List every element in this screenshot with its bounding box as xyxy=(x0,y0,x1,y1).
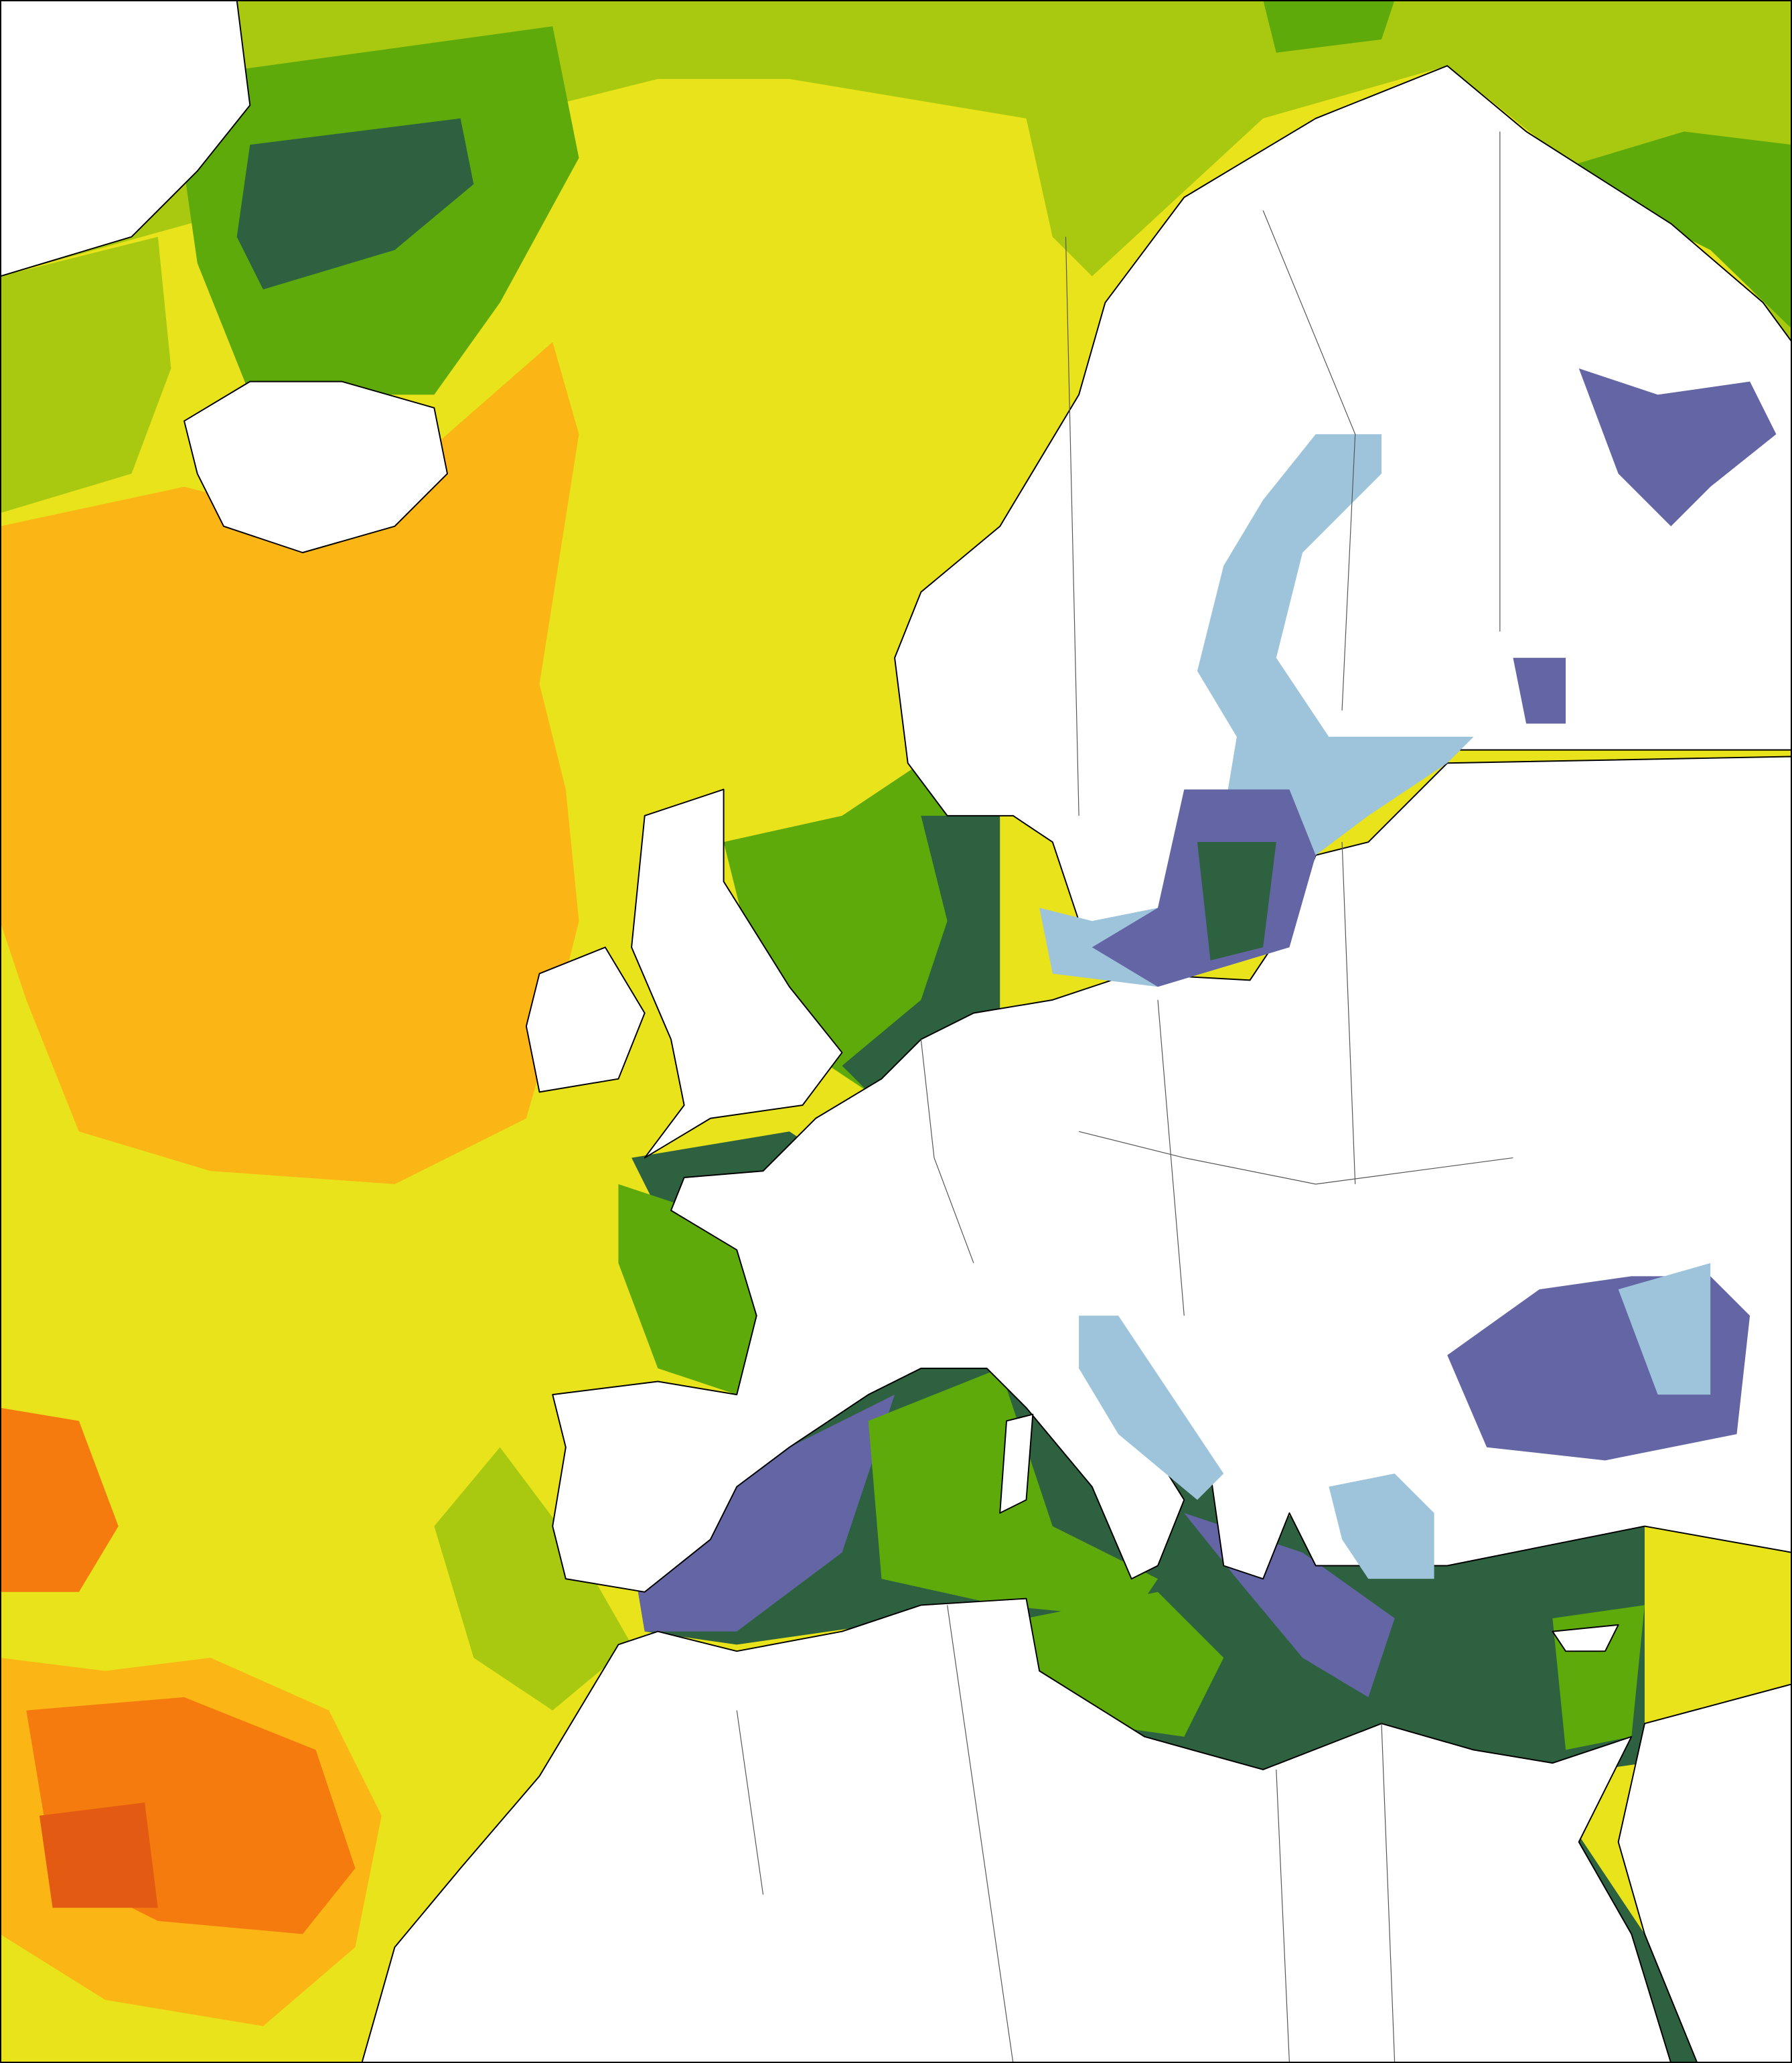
greenland xyxy=(0,0,251,277)
aegean xyxy=(1329,1474,1434,1579)
black-sea-north xyxy=(1618,1263,1711,1395)
baltic-coast xyxy=(1197,842,1276,961)
ireland xyxy=(525,946,646,1093)
warm-zone xyxy=(0,342,579,1184)
africa xyxy=(361,1597,1672,2063)
hottest-zone xyxy=(39,1802,158,1908)
white-sea xyxy=(1578,368,1777,526)
cyprus xyxy=(1552,1624,1619,1652)
ladoga xyxy=(1513,658,1566,724)
mediterranean-west xyxy=(631,1395,895,1632)
dark-green-zone xyxy=(236,118,474,290)
adriatic xyxy=(1079,1315,1224,1500)
baltic xyxy=(1039,434,1474,987)
iberia-coast xyxy=(434,1447,632,1711)
iceland xyxy=(183,380,448,553)
arabia xyxy=(1617,1683,1792,2063)
country-borders xyxy=(736,131,1513,2063)
west-band xyxy=(0,236,171,514)
green-zone xyxy=(1263,0,1395,53)
hot-zone xyxy=(0,1407,119,1592)
sardinia-corsica xyxy=(999,1413,1034,1514)
inner-seas xyxy=(1039,368,1777,1579)
borders xyxy=(736,131,1513,2063)
great-britain xyxy=(631,788,843,1159)
